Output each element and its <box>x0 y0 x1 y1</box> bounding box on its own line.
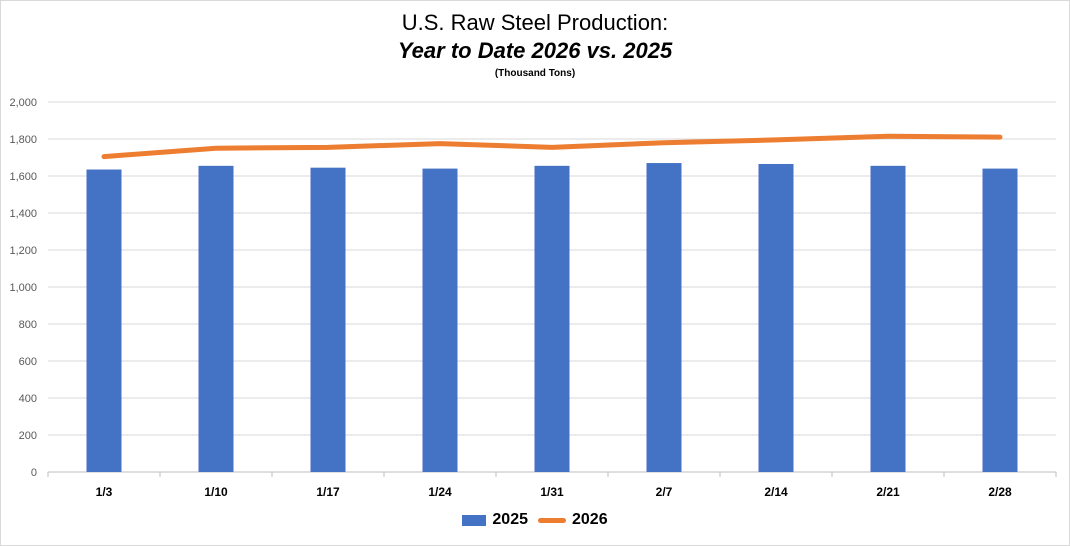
x-axis-ticks: 1/3 1/10 1/17 1/24 1/31 2/7 2/14 2/21 2/28 <box>47 472 1057 499</box>
x-tick-label: 1/17 <box>316 485 340 499</box>
bar-2025 <box>758 163 794 472</box>
y-tick-label: 1,200 <box>9 245 37 257</box>
y-tick-label: 800 <box>19 319 37 331</box>
y-tick-label: 2,000 <box>9 97 37 109</box>
y-tick-label: 1,400 <box>9 208 37 220</box>
x-tick-label: 1/24 <box>428 485 452 499</box>
bar-2025 <box>982 168 1018 472</box>
x-tick-label: 2/28 <box>988 485 1012 499</box>
x-tick-label: 2/21 <box>876 485 900 499</box>
x-tick-label: 1/31 <box>540 485 564 499</box>
bar-2025 <box>86 169 122 472</box>
y-tick-label: 1,800 <box>9 134 37 146</box>
bar-2025 <box>310 167 346 473</box>
legend-item-2025: 2025 <box>462 511 528 529</box>
bar-2025 <box>198 165 234 472</box>
series-2025-bars <box>86 163 1018 473</box>
bar-2025 <box>534 165 570 472</box>
legend-label-2026: 2026 <box>572 511 608 528</box>
legend-swatch-2025 <box>462 514 487 526</box>
y-tick-label: 1,000 <box>9 282 37 294</box>
bar-2025 <box>870 165 906 472</box>
bar-2025 <box>646 163 682 473</box>
legend-label-2025: 2025 <box>492 511 528 528</box>
legend-item-2026: 2026 <box>538 511 608 529</box>
chart-title-block: U.S. Raw Steel Production: Year to Date … <box>1 9 1069 83</box>
legend-swatch-2026 <box>538 517 566 523</box>
chart-legend: 2025 2026 <box>1 511 1069 529</box>
y-tick-label: 1,600 <box>9 171 37 183</box>
chart-subtitle: Year to Date 2026 vs. 2025 <box>397 38 673 63</box>
bar-2025 <box>422 168 458 472</box>
chart-units-note: (Thousand Tons) <box>494 68 576 79</box>
x-tick-label: 1/3 <box>96 485 113 499</box>
y-tick-label: 0 <box>31 467 37 479</box>
chart-title: U.S. Raw Steel Production: <box>401 10 669 35</box>
y-axis-ticks: 0 200 400 600 800 1,000 1,200 1,400 1,600 1,800 2,… <box>9 97 37 479</box>
line-2026 <box>101 133 1003 160</box>
x-tick-label: 2/7 <box>656 485 673 499</box>
y-tick-label: 400 <box>19 393 37 405</box>
x-tick-label: 1/10 <box>204 485 228 499</box>
y-tick-label: 600 <box>19 356 37 368</box>
series-2026-line <box>101 133 1003 160</box>
y-tick-label: 200 <box>19 430 37 442</box>
x-tick-label: 2/14 <box>764 485 788 499</box>
